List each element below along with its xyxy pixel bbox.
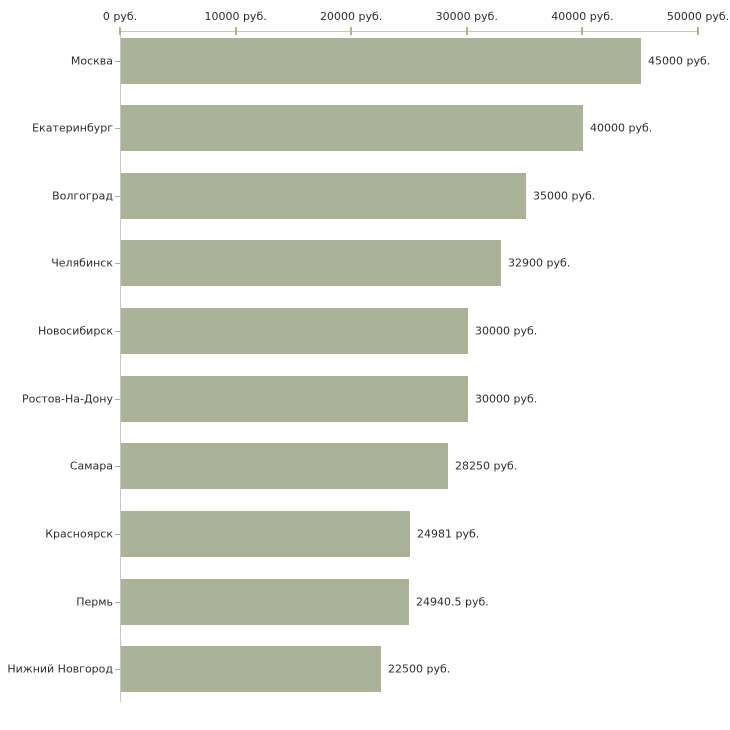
- category-label: Новосибирск: [37, 324, 113, 338]
- category-label: Ростов-На-Дону: [21, 392, 113, 406]
- bar: [121, 172, 526, 219]
- bar: [121, 240, 501, 287]
- x-axis-tick-label: 40000 руб.: [551, 10, 614, 23]
- y-axis-tick: [115, 196, 120, 197]
- bar: [121, 511, 410, 558]
- y-axis-tick: [115, 602, 120, 603]
- x-axis-tick-label: 0 руб.: [102, 10, 138, 23]
- category-label: Нижний Новгород: [7, 662, 113, 676]
- y-axis-tick: [115, 466, 120, 467]
- bar: [121, 37, 641, 84]
- x-axis-tick-label: 10000 руб.: [204, 10, 267, 23]
- value-label: 24981 руб.: [417, 527, 480, 541]
- value-label: 24940.5 руб.: [416, 595, 489, 609]
- x-axis-tick-label: 20000 руб.: [320, 10, 383, 23]
- x-axis-tick-label: 30000 руб.: [435, 10, 498, 23]
- category-label: Самара: [69, 459, 113, 473]
- y-axis-tick: [115, 399, 120, 400]
- category-label: Пермь: [76, 595, 113, 609]
- value-label: 40000 руб.: [590, 121, 653, 135]
- bar: [121, 308, 468, 355]
- value-label: 35000 руб.: [533, 189, 596, 203]
- x-axis-tick: [234, 27, 237, 35]
- y-axis-line: [120, 31, 121, 702]
- value-label: 30000 руб.: [475, 324, 538, 338]
- x-axis-tick: [350, 27, 353, 35]
- x-axis-tick-label: 50000 руб.: [666, 10, 730, 23]
- category-label: Москва: [70, 54, 113, 67]
- value-label: 45000 руб.: [648, 54, 711, 67]
- y-axis-tick: [115, 534, 120, 535]
- category-label: Красноярск: [45, 527, 113, 541]
- y-axis-tick: [115, 61, 120, 62]
- x-axis-tick: [697, 27, 699, 35]
- bar: [121, 105, 583, 152]
- value-label: 32900 руб.: [508, 256, 571, 270]
- category-label: Челябинск: [51, 256, 113, 270]
- bar: [121, 646, 381, 693]
- bar: [121, 578, 409, 625]
- bar: [121, 443, 448, 490]
- x-axis-tick: [119, 27, 121, 35]
- x-axis-tick: [581, 27, 584, 35]
- bar: [121, 375, 468, 422]
- category-label: Волгоград: [52, 189, 113, 203]
- value-label: 28250 руб.: [455, 459, 518, 473]
- category-label: Екатеринбург: [32, 121, 113, 135]
- y-axis-tick: [115, 128, 120, 129]
- y-axis-tick: [115, 669, 120, 670]
- x-axis-line: [120, 31, 699, 32]
- value-label: 30000 руб.: [475, 392, 538, 406]
- x-axis-tick: [465, 27, 468, 35]
- y-axis-tick: [115, 263, 120, 264]
- y-axis-tick: [115, 331, 120, 332]
- value-label: 22500 руб.: [388, 662, 451, 676]
